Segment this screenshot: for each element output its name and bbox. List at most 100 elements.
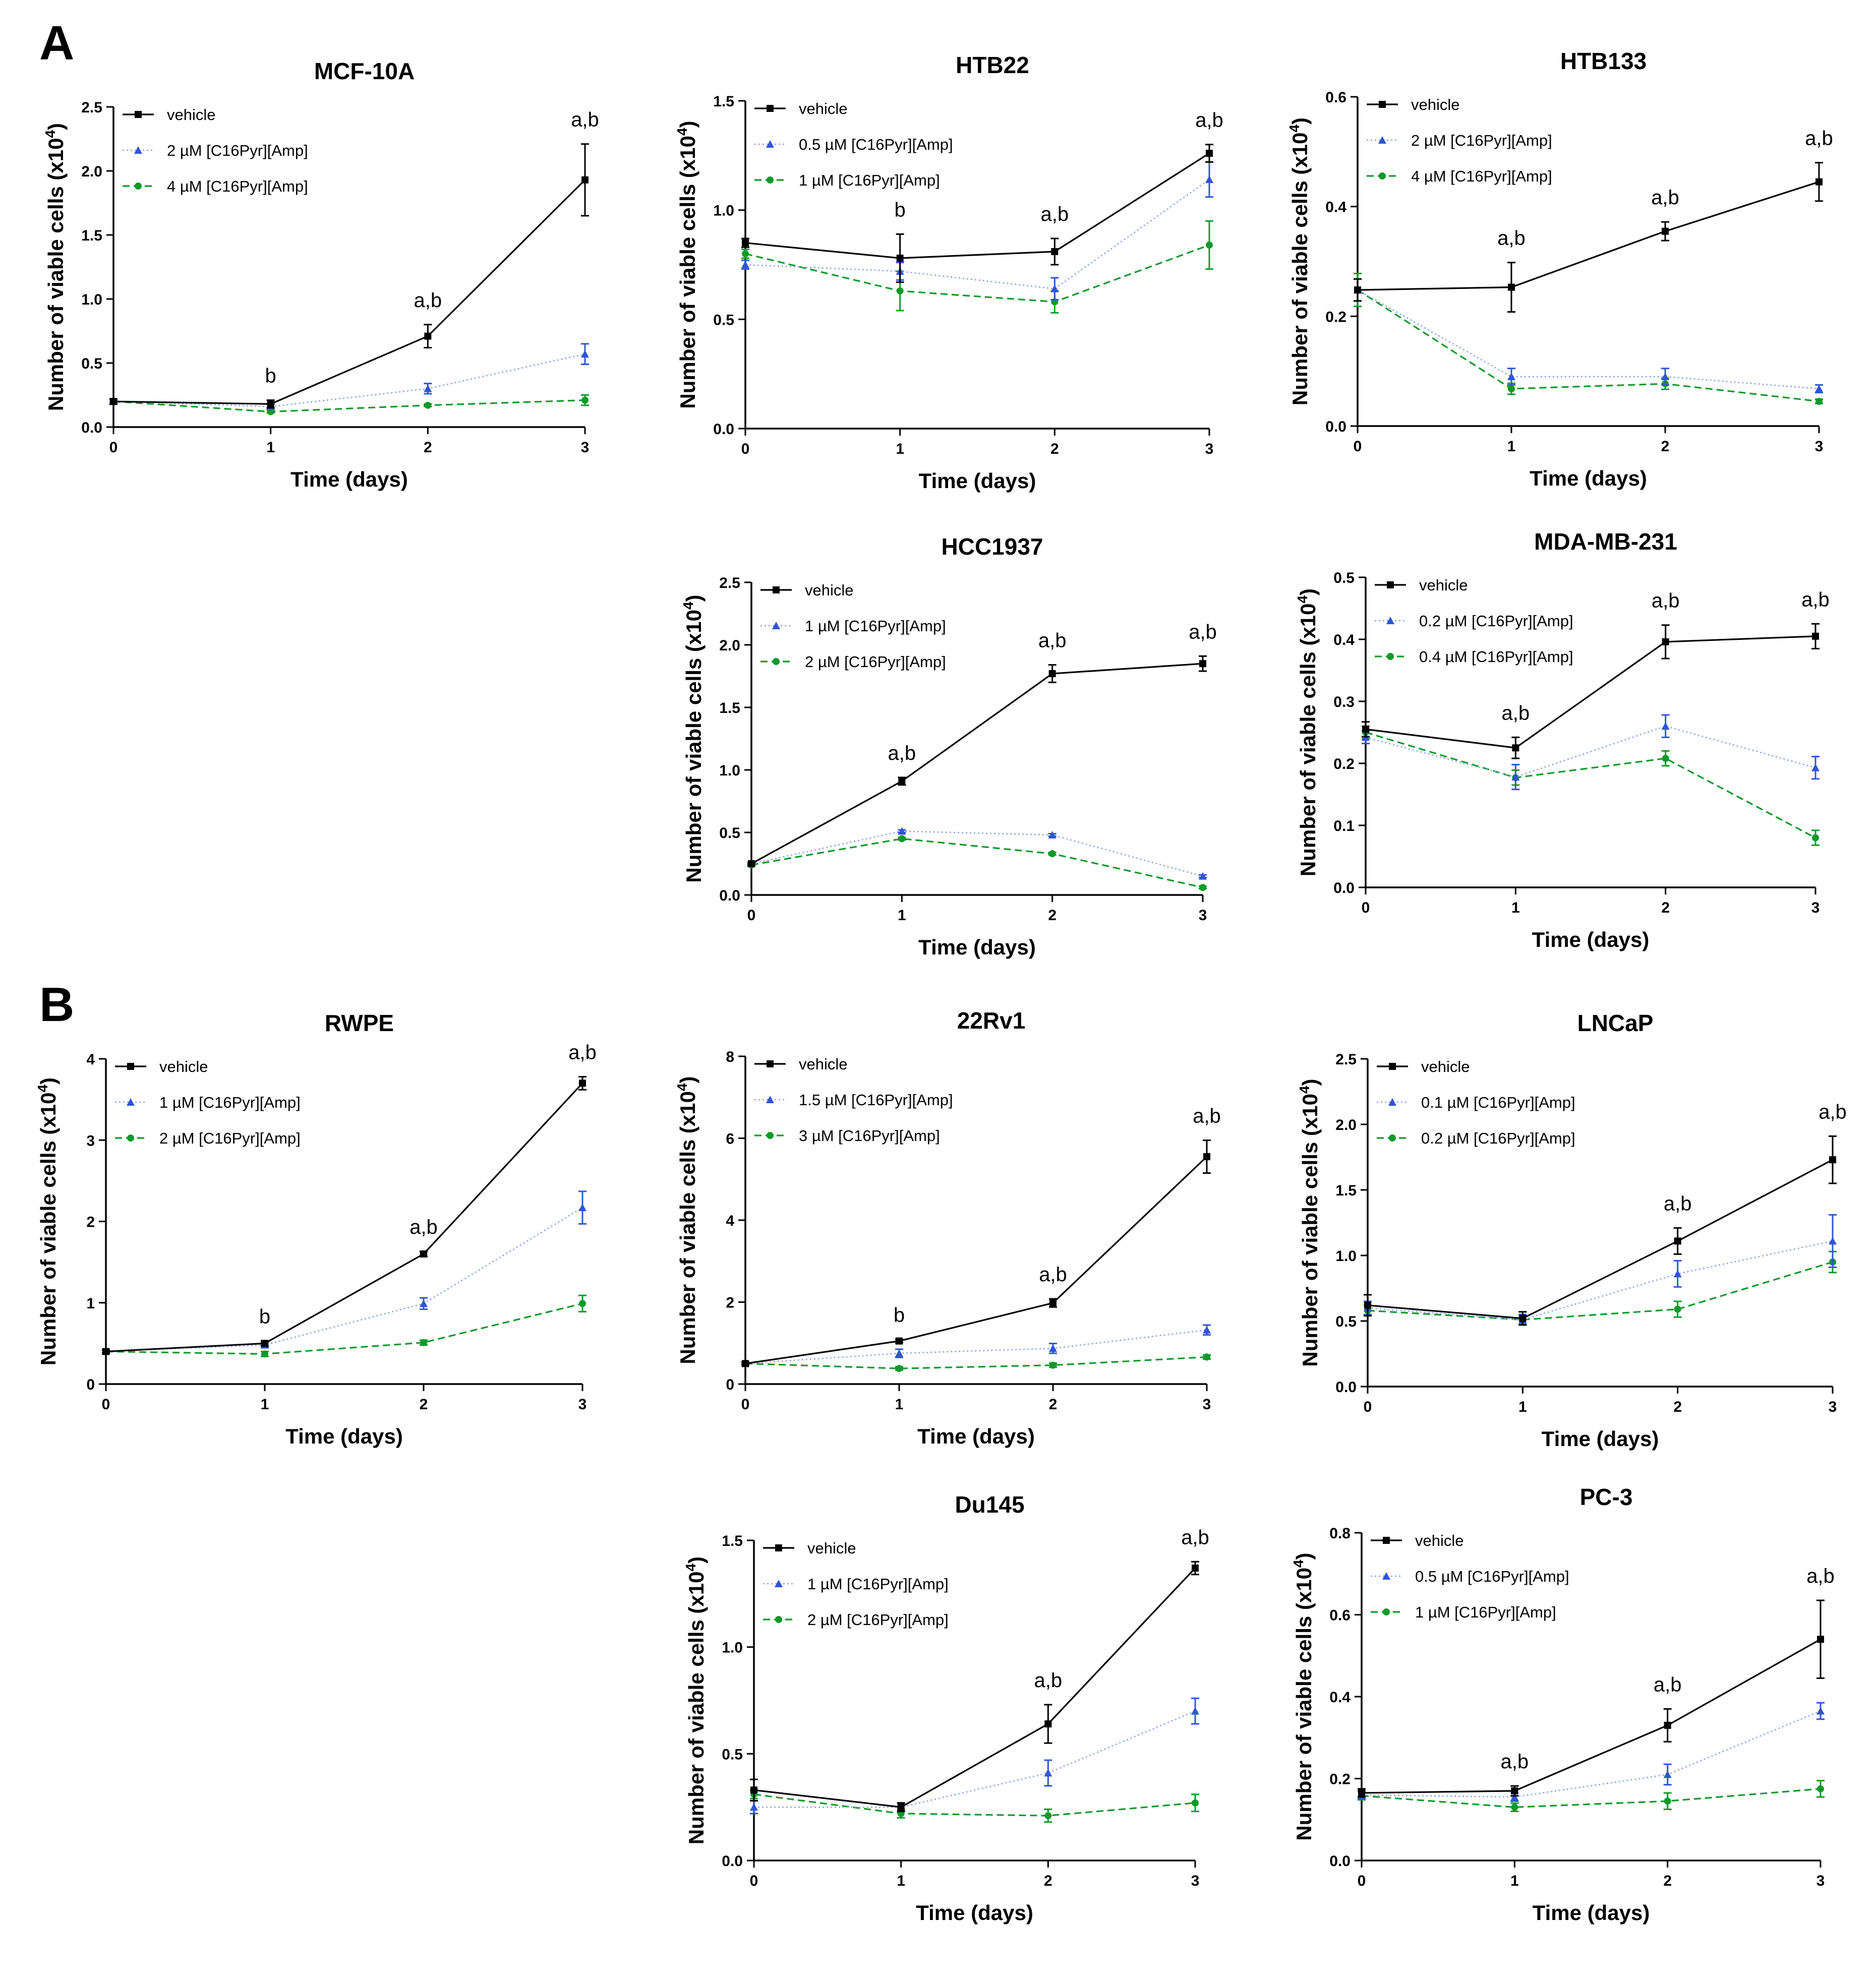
data-point [1664, 1797, 1671, 1805]
x-tick-label: 3 [1811, 899, 1820, 916]
data-point [261, 1350, 268, 1358]
legend-label: 2 µM [C16Pyr][Amp] [807, 1611, 949, 1629]
legend-label: vehicle [1419, 576, 1468, 594]
series-high [750, 1789, 1199, 1823]
data-point [579, 1300, 586, 1307]
series-line [751, 663, 1203, 865]
data-point [1044, 1812, 1052, 1820]
data-point [267, 400, 274, 408]
legend-marker [773, 586, 780, 593]
y-tick-label: 0.2 [1325, 309, 1346, 325]
legend-label: 0.5 µM [C16Pyr][Amp] [1415, 1568, 1569, 1585]
data-point [1206, 150, 1213, 157]
legend-marker [135, 183, 142, 190]
chart-title: MDA-MB-231 [1534, 528, 1677, 555]
legend-marker [767, 105, 774, 112]
y-tick-label: 2.5 [81, 99, 102, 116]
data-point [1664, 1721, 1671, 1729]
legend-marker [772, 622, 780, 629]
data-point [1519, 1314, 1527, 1322]
y-axis-label-text: Number of viable cells (x10 [682, 610, 706, 883]
data-point [1662, 755, 1669, 762]
significance-label: b [895, 199, 906, 221]
y-tick-label: 1 [86, 1295, 95, 1312]
series-line [1361, 1788, 1821, 1808]
legend-label: vehicle [1421, 1058, 1470, 1075]
significance-label: a,b [1806, 1565, 1835, 1587]
series-line [751, 830, 1203, 877]
legend: vehicle 0.5 µM [C16Pyr][Amp] 1 µM [C16Pyr]… [754, 100, 953, 189]
y-tick-label: 4 [86, 1051, 95, 1068]
significance-label: a,b [1501, 1751, 1529, 1773]
series-line [745, 178, 1210, 290]
y-tick-label: 6 [726, 1131, 734, 1148]
chart-title: HTB133 [1560, 48, 1647, 74]
y-axis-label-close: ) [676, 1076, 699, 1083]
x-tick-label: 3 [1829, 1399, 1837, 1415]
data-point [1511, 773, 1520, 781]
legend-label: 4 µM [C16Pyr][Amp] [1411, 167, 1552, 185]
legend-marker [1379, 101, 1386, 108]
data-point [1674, 1237, 1681, 1245]
x-axis-label: Time (days) [1542, 1427, 1659, 1451]
legend-marker [1387, 581, 1394, 588]
data-point [1508, 385, 1515, 392]
significance-label: a,b [1654, 1673, 1682, 1696]
data-point [1815, 178, 1823, 186]
y-tick-label: 1.5 [81, 227, 102, 244]
panel-label-a: A [39, 16, 74, 70]
x-axis-label: Time (days) [918, 935, 1036, 959]
legend-label: vehicle [159, 1058, 208, 1075]
y-axis-label-close: ) [1288, 117, 1312, 125]
data-point [1199, 884, 1206, 891]
x-axis-label: Time (days) [1533, 1901, 1650, 1925]
legend-label: 2 µM [C16Pyr][Amp] [159, 1129, 301, 1147]
legend-label: 0.2 µM [C16Pyr][Amp] [1421, 1129, 1575, 1147]
y-tick-label: 0.4 [1329, 1689, 1351, 1706]
y-axis-label-close: ) [44, 123, 68, 130]
x-tick-label: 3 [1191, 1873, 1200, 1889]
y-tick-label: 3 [86, 1132, 95, 1149]
series-line [1357, 181, 1820, 291]
y-tick-label: 4 [726, 1213, 734, 1229]
x-tick-label: 1 [896, 441, 904, 457]
data-point [1362, 726, 1369, 733]
y-axis-label-exponent: 4 [1295, 595, 1310, 604]
chart-pc3: PC-3 0.0 0.2 0.4 0.6 0.8 0 1 2 3 Time (days) Number… [1291, 1484, 1835, 1925]
series-line [113, 353, 585, 407]
series-low [1364, 1214, 1837, 1326]
legend-marker [767, 1132, 774, 1139]
y-axis-label-close: ) [676, 121, 699, 128]
y-tick-label: 0.4 [1325, 199, 1346, 216]
legend-label: 0.4 µM [C16Pyr][Amp] [1419, 648, 1573, 666]
legend-label: 3 µM [C16Pyr][Amp] [799, 1127, 940, 1145]
series-line [1367, 1240, 1833, 1321]
x-tick-label: 1 [898, 907, 906, 924]
series-line [1357, 289, 1820, 402]
legend-label: 1 µM [C16Pyr][Amp] [1415, 1603, 1556, 1621]
data-point [1662, 638, 1669, 645]
legend-marker [1383, 1537, 1390, 1544]
series-line [113, 179, 586, 405]
legend-label: 1 µM [C16Pyr][Amp] [805, 617, 946, 635]
x-tick-label: 2 [1663, 1873, 1672, 1889]
data-point [1049, 1344, 1057, 1352]
x-tick-label: 0 [102, 1396, 110, 1413]
series-vehicle [1362, 623, 1820, 759]
series-vehicle [750, 1561, 1199, 1813]
y-axis-label-text: Number of viable cells (x10 [36, 1093, 60, 1366]
chart-22rv1: 22Rv1 0 2 4 6 8 0 1 2 3 Time (days) Number of viabl… [674, 1007, 1221, 1448]
chart-title: RWPE [325, 1010, 394, 1036]
significance-label: a,b [1801, 588, 1830, 611]
series-low [1358, 1702, 1825, 1802]
legend-label: 1.5 µM [C16Pyr][Amp] [799, 1091, 953, 1109]
significance-label: b [894, 1304, 905, 1326]
series-low [741, 1324, 1211, 1367]
x-tick-label: 2 [1661, 438, 1670, 455]
series-low [102, 1190, 587, 1355]
x-tick-label: 0 [747, 907, 756, 924]
y-axis-label-close: ) [682, 594, 706, 602]
data-point [1048, 850, 1056, 858]
data-point [1048, 670, 1056, 678]
chart-rwpe: RWPE 0 1 2 3 4 0 1 2 3 Time (days) Number of viable… [35, 1010, 597, 1448]
